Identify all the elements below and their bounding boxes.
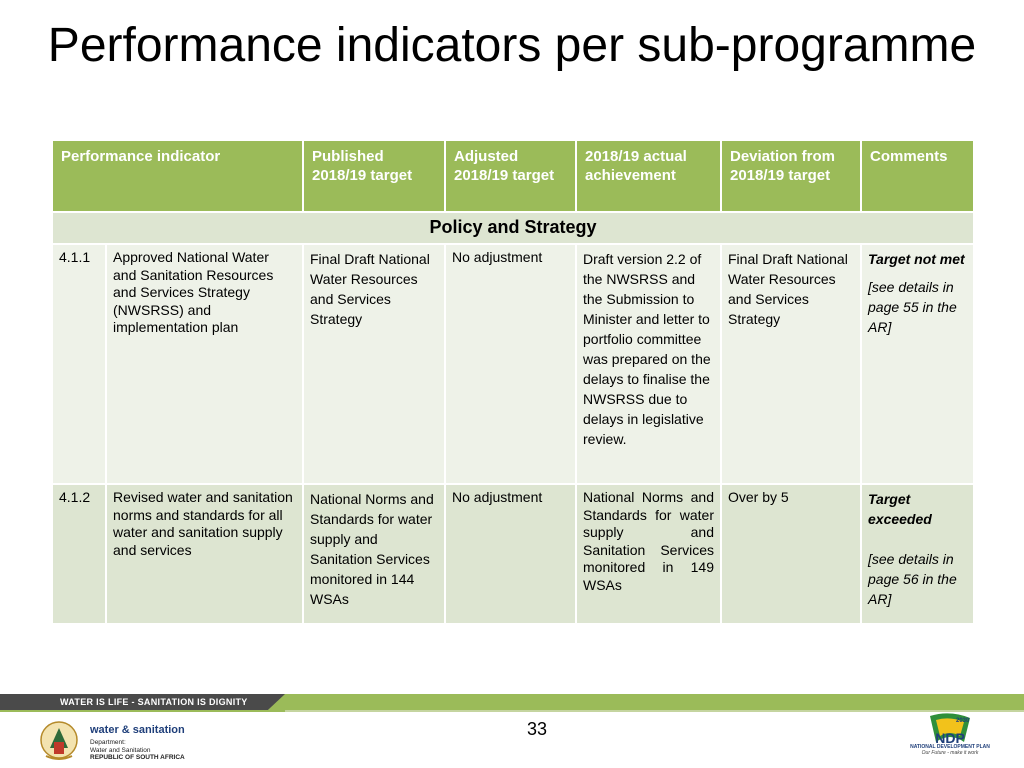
comment-status: Target not met [868,251,965,267]
footer-slogan: WATER IS LIFE - SANITATION IS DIGNITY [60,697,248,707]
page-title: Performance indicators per sub-programme [47,19,977,72]
deviation: Final Draft National Water Resources and… [720,243,862,485]
header-actual-achievement: 2018/19 actual achievement [575,139,722,213]
ndp-year: 2030 [956,718,970,724]
section-title: Policy and Strategy [51,211,975,245]
deviation: Over by 5 [720,483,862,625]
adjusted-target: No adjustment [444,483,577,625]
table-row: 4.1.1 Approved National Water and Sanita… [51,243,975,485]
indicator-text: Approved National Water and Sanitation R… [105,243,304,485]
performance-indicators-table: Performance indicator Published 2018/19 … [51,139,975,625]
table-row: 4.1.2 Revised water and sanitation norms… [51,483,975,625]
department-name: water & sanitation [90,724,185,736]
department-label: Department: [90,739,126,746]
comment-reference: [see details in page 55 in the AR] [868,279,957,335]
footer-divider [285,710,1024,712]
ndp-name: NATIONAL DEVELOPMENT PLAN [910,744,990,750]
section-row: Policy and Strategy [51,211,975,245]
indicator-id: 4.1.1 [51,243,107,485]
comment-status: Target exceeded [868,491,932,527]
table-header-row: Performance indicator Published 2018/19 … [51,139,975,213]
page-number: 33 [526,719,548,739]
comments-cell: Target exceeded [see details in page 56 … [860,483,975,625]
published-target: Final Draft National Water Resources and… [302,243,446,485]
ndp-letters: NDP [935,730,965,746]
indicator-text: Revised water and sanitation norms and s… [105,483,304,625]
published-target: National Norms and Standards for water s… [302,483,446,625]
department-water-sanitation: Water and Sanitation [90,746,151,754]
header-adjusted-target: Adjusted 2018/19 target [444,139,577,213]
department-details: Department: Water and Sanitation REPUBLI… [90,739,185,762]
ndp-tagline: Our Future - make it work [921,750,979,756]
header-performance-indicator: Performance indicator [51,139,304,213]
ndp-logo-icon: 2030 NDP [930,713,970,746]
actual-achievement: National Norms and Standards for water s… [575,483,722,625]
adjusted-target: No adjustment [444,243,577,485]
comments-cell: Target not met [see details in page 55 i… [860,243,975,485]
header-published-target: Published 2018/19 target [302,139,446,213]
header-comments: Comments [860,139,975,213]
header-deviation: Deviation from 2018/19 target [720,139,862,213]
indicator-id: 4.1.2 [51,483,107,625]
department-country: REPUBLIC OF SOUTH AFRICA [90,754,185,761]
ndp-caption: NATIONAL DEVELOPMENT PLAN Our Future - m… [904,744,996,756]
coat-of-arms-icon [40,721,78,760]
actual-achievement: Draft version 2.2 of the NWSRSS and the … [575,243,722,485]
comment-reference: [see details in page 56 in the AR] [868,551,957,607]
footer-slogan-bar [0,694,285,710]
